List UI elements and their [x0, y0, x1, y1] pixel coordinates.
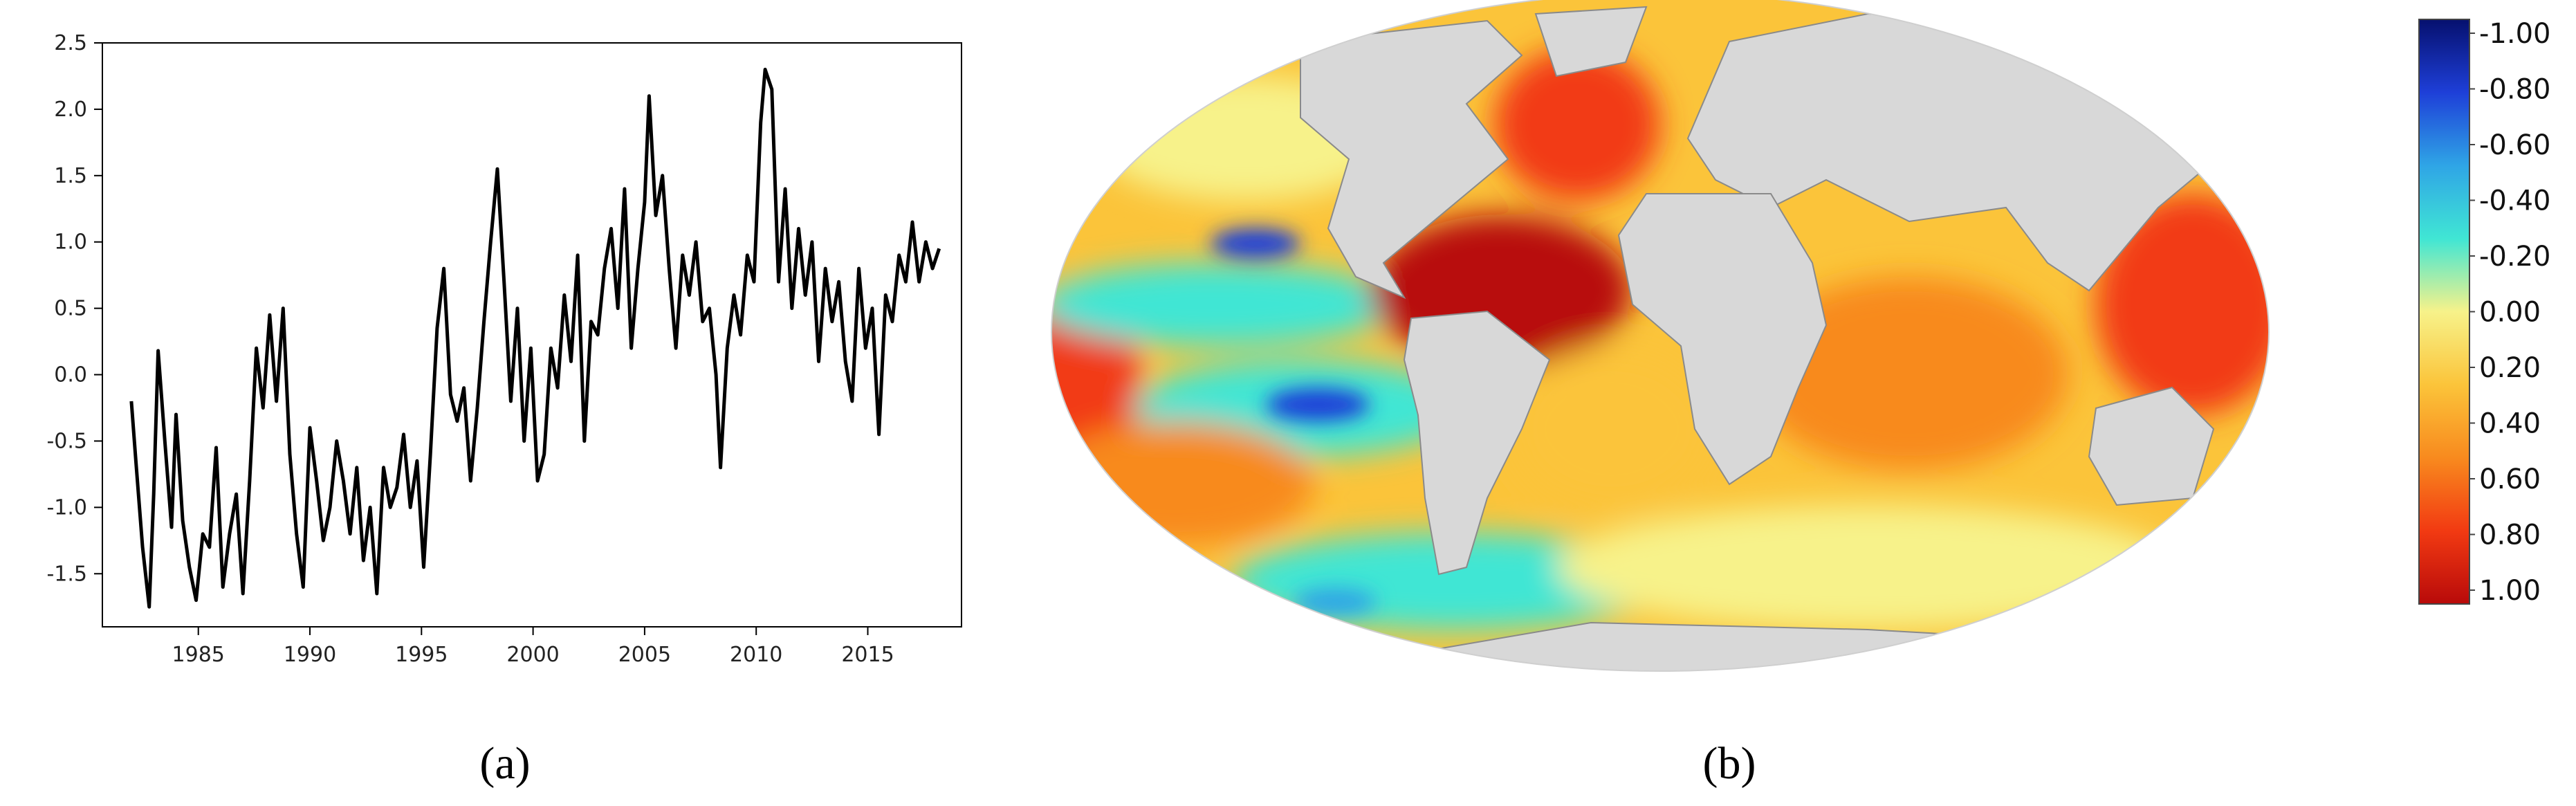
- x-tick-label: 2005: [618, 643, 671, 667]
- y-tick-label: 0.0: [54, 363, 87, 387]
- colorbar-tick-label: 0.40: [2479, 408, 2541, 440]
- x-tick-label: 1995: [395, 643, 448, 667]
- panel-b-map: -1.00 -0.80 -0.60 -0.40 -0.20 0.00 0.20 0.40 0.6…: [1051, 0, 2551, 672]
- x-tick-label: 1985: [172, 643, 225, 667]
- land-north-america: [1300, 19, 1523, 300]
- colorbar-tick-label: -0.40: [2479, 185, 2551, 217]
- y-tick-label: 1.5: [54, 164, 87, 188]
- anomaly-southern-ocean-yellow: [1556, 505, 2179, 630]
- anomaly-indian-ocean: [1750, 277, 2068, 470]
- colorbar-tick-label: -0.60: [2479, 129, 2551, 161]
- land-africa: [1617, 193, 1828, 486]
- colorbar-tick-label: -0.20: [2479, 241, 2551, 273]
- map-globe: [1051, 0, 2269, 671]
- y-axis: 2.5 2.0 1.5 1.0 0.5 0.0 -0.5 -1.0 -1.5: [46, 31, 102, 586]
- colorbar-tick-label: -0.80: [2479, 74, 2551, 106]
- anomaly-cold-spots: [1211, 228, 1377, 616]
- x-tick-label: 1990: [284, 643, 336, 667]
- anomaly-pacific-orange-south: [1051, 422, 1314, 547]
- colorbar-tick-label: 1.00: [2479, 575, 2541, 607]
- plot-frame: [102, 42, 962, 628]
- y-tick-label: -1.5: [46, 562, 87, 586]
- panel-b-caption: (b): [1703, 738, 1756, 789]
- land-greenland: [1534, 6, 1648, 77]
- anomaly-north-atlantic: [1494, 48, 1660, 201]
- anomaly-cold-spot-antarctic: [1294, 588, 1377, 616]
- x-tick-label: 2000: [506, 643, 559, 667]
- colorbar-tick-label: 0.80: [2479, 520, 2541, 551]
- anomaly-pacific-cyan-band: [1051, 263, 1397, 346]
- anomaly-cold-spot-north: [1211, 228, 1300, 259]
- map-outline: [1051, 0, 2270, 672]
- colorbar-tick-label: 0.00: [2479, 297, 2541, 329]
- series-points: [131, 69, 939, 607]
- panel-a-line-chart: 2.52.01.51.00.50.0-0.5-1.0-1.5 1985 1990 1…: [46, 31, 962, 667]
- x-tick-label: 2015: [841, 643, 894, 667]
- x-tick-label: 2010: [730, 643, 782, 667]
- colorbar-tick-label: 0.60: [2479, 464, 2541, 495]
- panel-a-caption: (a): [479, 738, 530, 789]
- colorbar-labels: -1.00 -0.80 -0.60 -0.40 -0.20 0.00 0.20 0.40 0.6…: [2469, 18, 2551, 607]
- anomaly-south-atlantic: [1508, 346, 1715, 512]
- colorbar-tick-label: 0.20: [2479, 352, 2541, 384]
- y-tick-label: 2.5: [54, 31, 87, 55]
- series-line: [129, 67, 941, 609]
- x-axis: 1985 1990 1995 2000 2005 2010 2015: [172, 627, 894, 667]
- anomaly-west-pacific: [2096, 194, 2269, 415]
- anomaly-cold-spot-south: [1266, 388, 1370, 421]
- land-south-america: [1403, 310, 1551, 576]
- y-tick-label: -1.0: [46, 495, 87, 520]
- y-tick-label: 1.0: [54, 230, 87, 255]
- y-tick-label: 2.0: [54, 98, 87, 122]
- colorbar-tick-label: -1.00: [2479, 18, 2551, 50]
- colorbar: [2418, 19, 2470, 605]
- y-tick-label: 0.5: [54, 297, 87, 321]
- y-tick-label: -0.5: [46, 429, 87, 453]
